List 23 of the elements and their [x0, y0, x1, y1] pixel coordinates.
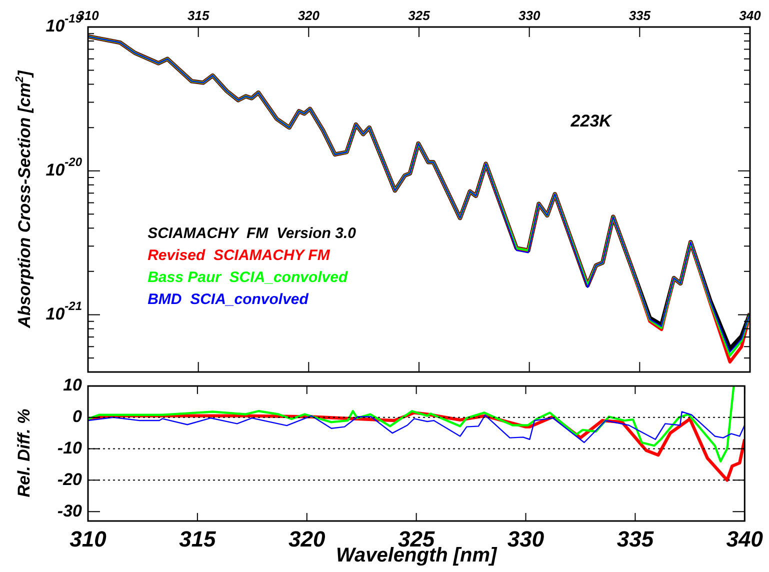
text: SCIAMACHY FM Version 3.0 [148, 225, 357, 242]
x-tick-label: 340 [726, 526, 764, 552]
text: Bass Paur SCIA_convolved [148, 269, 348, 286]
y-tick-label: 10 [63, 376, 83, 395]
x2-tick-label: 340 [739, 8, 762, 24]
y-tick-label: -30 [57, 501, 83, 520]
x2-tick-label: 325 [408, 8, 431, 24]
x2-tick-label: 320 [298, 8, 320, 24]
x2-tick-label: 330 [518, 8, 541, 24]
annotation: 223K [570, 112, 614, 131]
y-tick-label: -10 [57, 438, 83, 458]
x-tick-label: 310 [70, 526, 108, 552]
x2-tick-label: 315 [187, 8, 210, 24]
x2-tick-label: 335 [628, 8, 652, 24]
text: Revised SCIAMACHY FM [148, 247, 330, 264]
x-tick-label: 335 [616, 526, 654, 552]
x-tick-label: 330 [507, 526, 545, 552]
y-tick-label: -20 [57, 470, 83, 489]
x-tick-label: 320 [288, 526, 326, 552]
y-tick-label: 0 [72, 407, 83, 426]
y-axis-title: Rel. Diff. % [14, 407, 34, 499]
x-tick-label: 315 [179, 526, 217, 552]
text: BMD SCIA_convolved [148, 291, 310, 308]
